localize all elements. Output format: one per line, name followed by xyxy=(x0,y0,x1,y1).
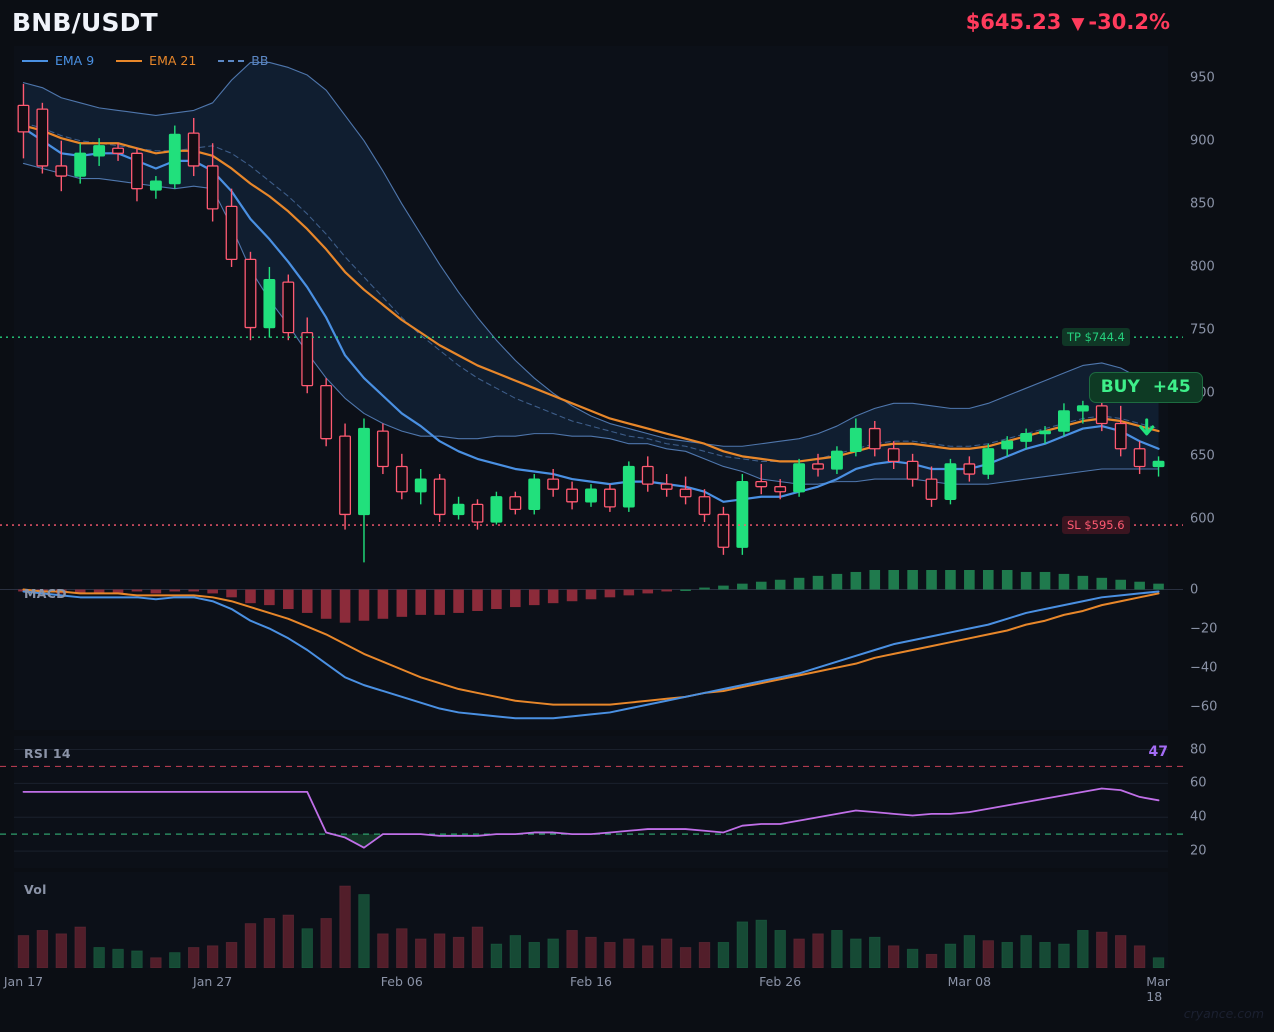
price-axis-tick: 950 xyxy=(1190,70,1215,86)
indicator-legend: EMA 9 EMA 21 BB xyxy=(22,52,268,70)
buy-signal-badge[interactable]: BUY +45 xyxy=(1088,371,1203,403)
current-price: $645.23 xyxy=(965,10,1062,34)
trend-down-icon: ▼ xyxy=(1071,14,1085,34)
price-axis-tick: 800 xyxy=(1190,259,1215,275)
legend-item-ema-9[interactable]: EMA 9 xyxy=(22,52,95,68)
buy-signal-label: BUY xyxy=(1100,377,1140,398)
rsi-panel: RSI 14 xyxy=(0,736,1183,868)
time-axis-tick: Mar 08 xyxy=(947,974,992,989)
legend-label: EMA 9 xyxy=(55,52,95,68)
time-axis-tick: Mar 18 xyxy=(1146,974,1170,1004)
price-panel xyxy=(0,46,1183,570)
volume-title: Vol xyxy=(24,882,47,897)
rsi-axis-tick: 60 xyxy=(1190,775,1207,791)
macd-axis-tick: −60 xyxy=(1190,699,1218,715)
watermark: cryance.com xyxy=(1183,1006,1264,1021)
macd-title: MACD xyxy=(24,586,67,601)
volume-panel: Vol xyxy=(0,872,1183,968)
legend-swatch-icon xyxy=(22,60,48,62)
volume-plot xyxy=(14,872,1168,968)
chart-header: BNB/USDT $645.23 ▼ -30.2% xyxy=(0,0,1274,46)
time-axis-tick: Feb 26 xyxy=(759,974,802,989)
rsi-axis-tick: 80 xyxy=(1190,742,1207,758)
rsi-plot xyxy=(0,736,1183,868)
macd-axis-tick: −20 xyxy=(1190,621,1218,637)
time-axis-tick: Jan 27 xyxy=(193,974,233,989)
macd-plot xyxy=(0,570,1183,730)
legend-label: EMA 21 xyxy=(149,52,197,68)
time-axis-tick: Jan 17 xyxy=(3,974,44,989)
stop-loss-label: SL $595.6 xyxy=(1062,516,1130,535)
legend-swatch-icon xyxy=(218,60,245,62)
price-axis-tick: 900 xyxy=(1190,133,1215,149)
time-axis: Jan 17 Jan 27 Feb 06 Feb 16 Feb 26 Mar 08 Mar … xyxy=(0,968,1183,1004)
rsi-axis-tick: 40 xyxy=(1190,809,1207,825)
price-change: -30.2% xyxy=(1088,10,1170,34)
take-profit-label: TP $744.4 xyxy=(1062,328,1130,347)
rsi-current-value: 47 xyxy=(1148,744,1168,760)
price-axis-tick: 750 xyxy=(1190,322,1215,338)
macd-axis-tick: −40 xyxy=(1190,660,1218,676)
legend-swatch-icon xyxy=(116,60,143,62)
price-axis-tick: 650 xyxy=(1190,448,1215,464)
rsi-axis-tick: 20 xyxy=(1190,843,1207,859)
legend-item-ema-21[interactable]: EMA 21 xyxy=(116,52,197,68)
candlestick-plot xyxy=(0,46,1183,570)
time-axis-tick: Feb 16 xyxy=(569,974,613,989)
price-axis-tick: 850 xyxy=(1190,196,1215,212)
legend-label: BB xyxy=(251,52,269,68)
rsi-title: RSI 14 xyxy=(24,746,71,761)
time-axis-tick: Feb 06 xyxy=(380,974,423,989)
price-quote: $645.23 ▼ -30.2% xyxy=(966,10,1170,34)
buy-signal-pnl: +45 xyxy=(1152,377,1191,398)
macd-axis-tick: 0 xyxy=(1190,582,1199,597)
page-title: BNB/USDT xyxy=(12,8,158,37)
legend-item-bb[interactable]: BB xyxy=(218,52,269,68)
price-axis-tick: 600 xyxy=(1190,511,1215,527)
macd-panel: MACD xyxy=(0,570,1183,730)
